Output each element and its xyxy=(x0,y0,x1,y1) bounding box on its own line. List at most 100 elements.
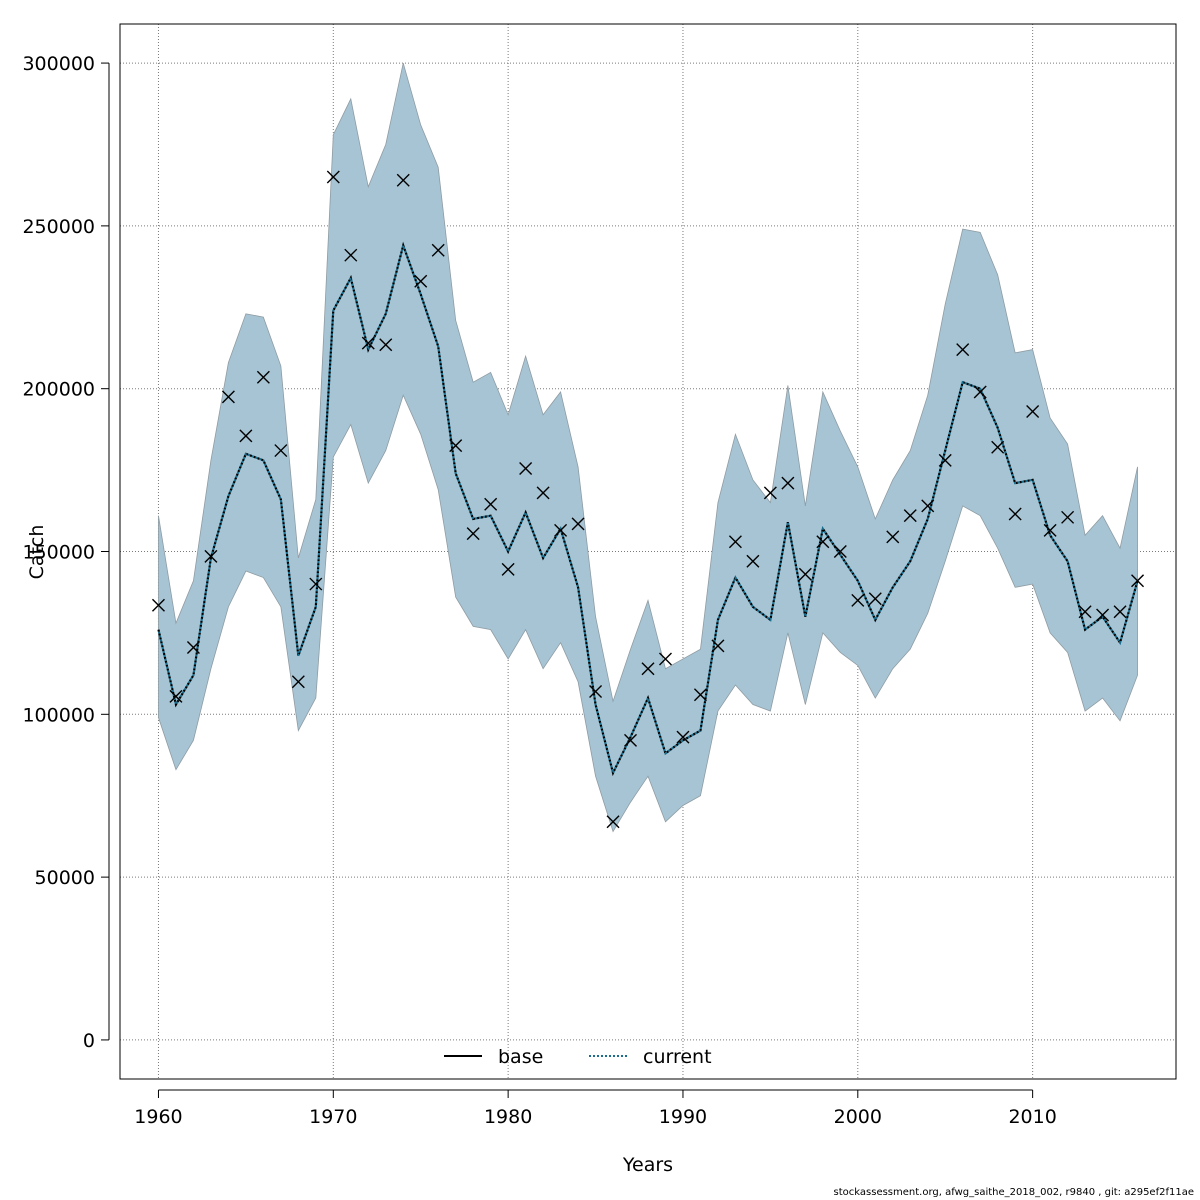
cross-stroke-b xyxy=(606,815,620,829)
observed-point-2011 xyxy=(1043,523,1057,537)
cross-stroke-b xyxy=(693,688,707,702)
observed-point-1973 xyxy=(379,338,393,352)
observed-point-1995 xyxy=(763,486,777,500)
observed-point-2013 xyxy=(1078,605,1092,619)
cross-stroke-b xyxy=(798,567,812,581)
observed-point-1961 xyxy=(169,689,183,703)
cross-stroke-b xyxy=(466,527,480,541)
cross-stroke-b xyxy=(221,390,235,404)
x-tick-label-1960: 1960 xyxy=(134,1106,182,1128)
cross-stroke-b xyxy=(344,248,358,262)
cross-stroke-b xyxy=(833,545,847,558)
footer-credit: stockassessment.org, afwg_saithe_2018_00… xyxy=(833,1187,1194,1198)
cross-stroke-b xyxy=(501,562,515,576)
x-tick-label-2010: 2010 xyxy=(1008,1106,1056,1128)
y-axis: 0 50000 100000 150000 200000 250000 300000 xyxy=(22,53,110,1052)
x-axis-title: Years xyxy=(622,1154,673,1176)
observed-point-2015 xyxy=(1113,605,1127,619)
cross-stroke-b xyxy=(781,476,795,490)
cross-stroke-b xyxy=(1043,523,1057,537)
y-axis-title: Catch xyxy=(26,525,48,580)
observed-point-2007 xyxy=(973,385,987,399)
observed-point-1972 xyxy=(361,336,375,350)
observed-point-1994 xyxy=(746,554,760,568)
observed-point-1980 xyxy=(501,562,515,576)
observed-point-2005 xyxy=(938,453,952,467)
observed-point-1985 xyxy=(589,685,603,699)
cross-stroke-b xyxy=(169,689,183,703)
observed-point-1988 xyxy=(641,662,655,676)
cross-stroke-b xyxy=(519,461,533,475)
observed-point-1964 xyxy=(221,390,235,404)
observed-point-1963 xyxy=(204,549,218,563)
cross-stroke-b xyxy=(151,598,165,612)
observed-point-2003 xyxy=(903,509,917,523)
confidence-band-area xyxy=(158,62,1138,833)
cross-stroke-b xyxy=(711,639,725,653)
y-tick-label-150000: 150000 xyxy=(22,542,95,564)
observed-point-2006 xyxy=(956,343,970,357)
observed-point-1965 xyxy=(239,429,253,443)
cross-stroke-b xyxy=(903,509,917,523)
cross-stroke-b xyxy=(624,733,638,747)
cross-stroke-b xyxy=(1061,510,1075,524)
cross-stroke-b xyxy=(239,429,253,443)
observed-point-1992 xyxy=(711,639,725,653)
observed-point-1993 xyxy=(728,535,742,549)
cross-stroke-b xyxy=(554,523,568,537)
cross-stroke-b xyxy=(204,549,218,563)
cross-stroke-b xyxy=(956,343,970,357)
observed-point-1998 xyxy=(816,535,830,549)
cross-stroke-b xyxy=(1026,404,1040,418)
cross-stroke-b xyxy=(431,243,445,257)
observed-point-1984 xyxy=(571,517,585,531)
observed-point-1979 xyxy=(484,497,498,511)
legend-label-current: current xyxy=(643,1046,712,1068)
observed-point-1974 xyxy=(396,173,410,187)
observed-point-1978 xyxy=(466,527,480,541)
x-tick-label-1980: 1980 xyxy=(484,1106,532,1128)
cross-stroke-b xyxy=(379,338,393,352)
observed-point-1967 xyxy=(274,444,288,458)
observed-point-1977 xyxy=(449,439,463,453)
cross-stroke-b xyxy=(449,439,463,453)
cross-stroke-b xyxy=(973,385,987,399)
observed-point-1970 xyxy=(326,170,340,184)
cross-stroke-b xyxy=(658,652,672,666)
y-tick-label-50000: 50000 xyxy=(35,867,95,889)
cross-stroke-b xyxy=(921,499,935,513)
plot-frame xyxy=(119,23,1177,1080)
cross-stroke-b xyxy=(361,336,375,350)
cross-stroke-b xyxy=(938,453,952,467)
cross-stroke-b xyxy=(484,497,498,511)
cross-stroke-b xyxy=(1008,507,1022,521)
cross-stroke-b xyxy=(1131,574,1145,588)
cross-stroke-b xyxy=(641,662,655,676)
cross-stroke-b xyxy=(763,486,777,500)
x-tick-label-1970: 1970 xyxy=(309,1106,357,1128)
cross-stroke-b xyxy=(536,486,550,500)
observed-point-1968 xyxy=(291,675,305,689)
observed-point-2002 xyxy=(886,530,900,544)
observed-point-1999 xyxy=(833,545,847,558)
cross-stroke-b xyxy=(868,592,882,606)
x-tick-label-2000: 2000 xyxy=(834,1106,882,1128)
observed-points xyxy=(151,170,1145,829)
cross-stroke-b xyxy=(396,173,410,187)
observed-point-2010 xyxy=(1026,404,1040,418)
observed-point-1990 xyxy=(676,730,690,744)
observed-point-1991 xyxy=(693,688,707,702)
cross-stroke-b xyxy=(1096,608,1110,622)
cross-stroke-b xyxy=(589,685,603,699)
observed-point-1982 xyxy=(536,486,550,500)
cross-stroke-b xyxy=(1078,605,1092,619)
cross-stroke-b xyxy=(676,730,690,744)
observed-point-2000 xyxy=(851,593,865,607)
cross-stroke-b xyxy=(256,370,270,384)
y-tick-label-0: 0 xyxy=(83,1030,95,1052)
cross-stroke-b xyxy=(816,535,830,549)
cross-stroke-b xyxy=(886,530,900,544)
observed-point-1962 xyxy=(186,641,200,655)
cross-stroke-b xyxy=(309,577,323,591)
observed-point-1960 xyxy=(151,598,165,612)
